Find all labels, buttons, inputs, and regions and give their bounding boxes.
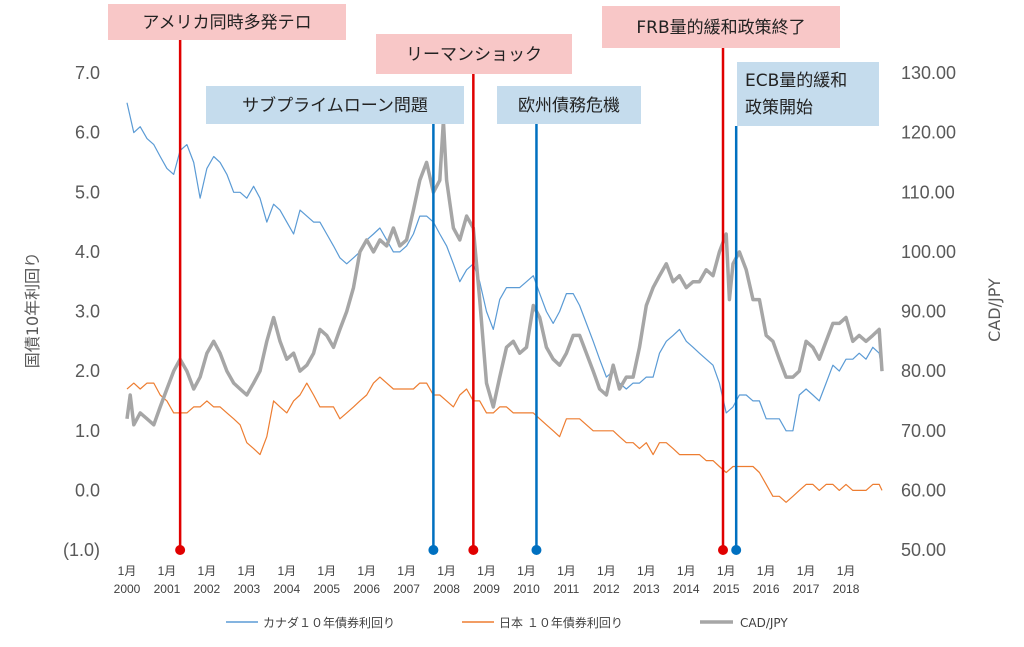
x-tick-month: 1月 — [437, 564, 456, 578]
left-tick-label: 1.0 — [75, 421, 100, 441]
event-dot-2 — [468, 545, 479, 555]
x-tick-year: 2014 — [673, 582, 700, 596]
left-tick-label: 3.0 — [75, 302, 100, 322]
left-tick-label: (1.0) — [63, 540, 100, 560]
event-dot-1 — [428, 545, 439, 555]
legend-label-japan: 日本 １０年債券利回り — [499, 615, 623, 630]
event-label-2: リーマンショック — [406, 45, 542, 65]
event-label-4: FRB量的緩和政策終了 — [636, 18, 805, 38]
x-tick-year: 2001 — [154, 582, 181, 596]
x-tick-year: 2015 — [713, 582, 740, 596]
x-tick-year: 2012 — [593, 582, 620, 596]
right-tick-label: 100.00 — [901, 242, 956, 262]
event-label-line: ECB量的緩和 — [745, 71, 847, 91]
x-tick-month: 1月 — [557, 564, 576, 578]
event-label-box-0 — [108, 4, 346, 40]
right-axis-label: CAD/JPY — [985, 278, 1004, 342]
event-label-0: アメリカ同時多発テロ — [142, 13, 311, 33]
x-tick-month: 1月 — [357, 564, 376, 578]
x-tick-year: 2005 — [313, 582, 340, 596]
event-dot-5 — [731, 545, 742, 555]
event-dot-4 — [718, 545, 729, 555]
event-label-line: 政策開始 — [745, 98, 813, 118]
x-tick-year: 2003 — [233, 582, 260, 596]
left-tick-label: 6.0 — [75, 123, 100, 143]
event-label-3: 欧州債務危機 — [518, 96, 620, 116]
legend-label-cadjpy: CAD/JPY — [740, 616, 788, 630]
x-tick-month: 1月 — [477, 564, 496, 578]
left-tick-label: 4.0 — [75, 242, 100, 262]
x-tick-year: 2016 — [753, 582, 780, 596]
series-line-1 — [126, 376, 883, 503]
series-lines — [125, 102, 884, 503]
series-line-0 — [126, 102, 883, 432]
event-label-5: ECB量的緩和政策開始 — [745, 71, 847, 118]
event-label-box-2 — [376, 34, 572, 74]
x-tick-month: 1月 — [637, 564, 656, 578]
right-tick-label: 130.00 — [901, 63, 956, 83]
x-tick-month: 1月 — [158, 564, 177, 578]
x-tick-year: 2002 — [194, 582, 221, 596]
x-tick-month: 1月 — [237, 564, 256, 578]
x-tick-year: 2018 — [833, 582, 860, 596]
event-dot-0 — [175, 545, 186, 555]
left-tick-label: 2.0 — [75, 361, 100, 381]
series-line-2 — [125, 118, 884, 427]
x-axis-ticks: 1月 2000 1月 2001 1月 2002 1月 2003 1月 2004 1月 2005 1月 20… — [114, 564, 860, 596]
x-tick-year: 2011 — [554, 582, 580, 596]
x-tick-month: 1月 — [277, 564, 296, 578]
event-label-1: サブプライムローン問題 — [242, 95, 428, 116]
x-tick-month: 1月 — [757, 564, 776, 578]
x-tick-year: 2000 — [114, 582, 141, 596]
x-tick-year: 2004 — [273, 582, 300, 596]
event-label-box-3 — [497, 86, 641, 124]
x-tick-month: 1月 — [797, 564, 816, 578]
legend: カナダ１０年債券利回り 日本 １０年債券利回り CAD/JPY — [226, 615, 788, 630]
right-tick-label: 80.00 — [901, 361, 946, 381]
x-tick-year: 2006 — [353, 582, 380, 596]
x-tick-year: 2013 — [633, 582, 660, 596]
x-tick-month: 1月 — [837, 564, 856, 578]
event-label-box-1 — [206, 86, 464, 124]
left-tick-label: 0.0 — [75, 480, 100, 500]
left-tick-label: 7.0 — [75, 63, 100, 83]
event-label-box-5 — [737, 62, 879, 126]
x-tick-year: 2007 — [393, 582, 420, 596]
event-dot-3 — [531, 545, 542, 555]
right-tick-label: 90.00 — [901, 302, 946, 322]
right-tick-label: 120.00 — [901, 123, 956, 143]
right-tick-label: 50.00 — [901, 540, 946, 560]
x-tick-year: 2008 — [433, 582, 460, 596]
left-axis-ticks: (1.0) 0.0 1.0 2.0 3.0 4.0 5.0 6.0 7.0 — [63, 63, 100, 560]
x-tick-month: 1月 — [317, 564, 336, 578]
left-tick-label: 5.0 — [75, 182, 100, 202]
right-tick-label: 110.00 — [901, 182, 955, 202]
right-tick-label: 70.00 — [901, 421, 946, 441]
left-axis-label: 国債10年利回り — [23, 252, 42, 368]
legend-label-canada: カナダ１０年債券利回り — [263, 615, 395, 630]
x-tick-month: 1月 — [517, 564, 536, 578]
right-axis-ticks: 50.00 60.00 70.00 80.00 90.00 100.00 110.00 120… — [901, 63, 956, 560]
x-tick-year: 2017 — [793, 582, 820, 596]
right-tick-label: 60.00 — [901, 480, 946, 500]
x-tick-month: 1月 — [118, 564, 137, 578]
x-tick-month: 1月 — [597, 564, 616, 578]
x-tick-month: 1月 — [677, 564, 696, 578]
event-label-box-4 — [602, 6, 840, 48]
x-tick-month: 1月 — [397, 564, 416, 578]
x-tick-year: 2009 — [473, 582, 500, 596]
x-tick-month: 1月 — [717, 564, 736, 578]
x-tick-year: 2010 — [513, 582, 540, 596]
x-tick-month: 1月 — [198, 564, 217, 578]
